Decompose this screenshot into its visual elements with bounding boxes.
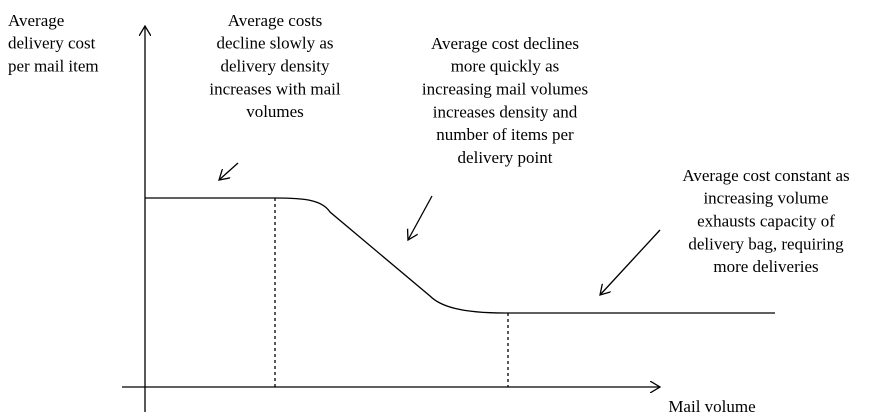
arrow — [600, 229, 661, 295]
annotation: exhausts capacity of — [697, 212, 835, 231]
annotation: Average cost constant as — [682, 166, 849, 185]
annotation: more quickly as — [451, 57, 560, 76]
annotation: decline slowly as — [216, 34, 333, 53]
annotation: volumes — [246, 102, 304, 121]
cost-curve — [145, 197, 775, 314]
annotation: increases with mail — [209, 79, 341, 98]
annotation: delivery bag, requiring — [688, 234, 844, 253]
annotation: number of items per — [436, 125, 574, 144]
y-axis-label: delivery cost — [8, 34, 96, 53]
annotation: more deliveries — [713, 257, 818, 276]
arrow — [219, 162, 239, 180]
annotation: increasing volume — [703, 189, 828, 208]
y-axis-label: per mail item — [8, 57, 99, 76]
annotation: delivery density — [220, 57, 330, 76]
annotation: Average cost declines — [431, 34, 579, 53]
annotation: increases density and — [433, 102, 578, 121]
annotation: Average costs — [228, 11, 323, 30]
arrow — [408, 195, 433, 240]
annotation: delivery point — [458, 148, 553, 167]
y-axis-label: Average — [8, 11, 64, 30]
annotation: increasing mail volumes — [422, 80, 588, 99]
x-axis-label: Mail volume — [668, 397, 755, 416]
